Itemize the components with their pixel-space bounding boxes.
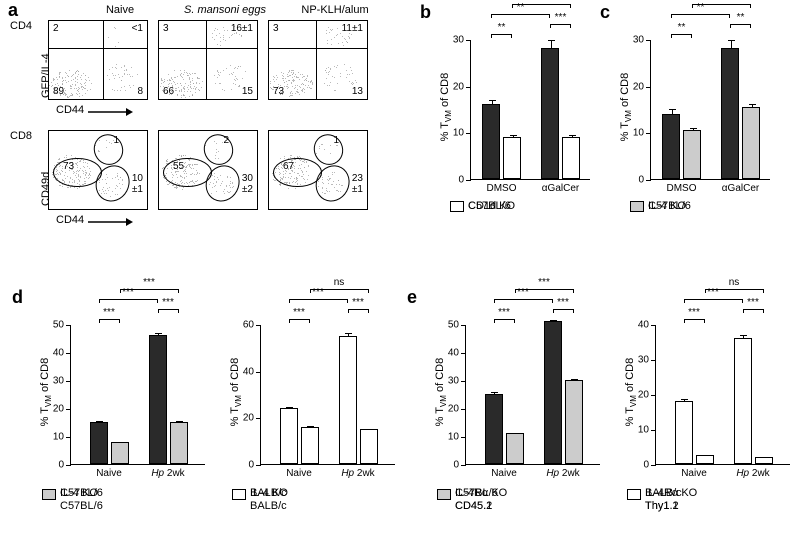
facs-cd8-0: 73110±1	[48, 130, 148, 210]
facs-cd8-1: 55230±2	[158, 130, 258, 210]
facs-cd4-1: 316±16615	[158, 20, 258, 100]
facs-cd4-2: 311±17313	[268, 20, 368, 100]
facs-cd8-2: 67123±1	[268, 130, 368, 210]
facs-cd4-0: 2<1898	[48, 20, 148, 100]
